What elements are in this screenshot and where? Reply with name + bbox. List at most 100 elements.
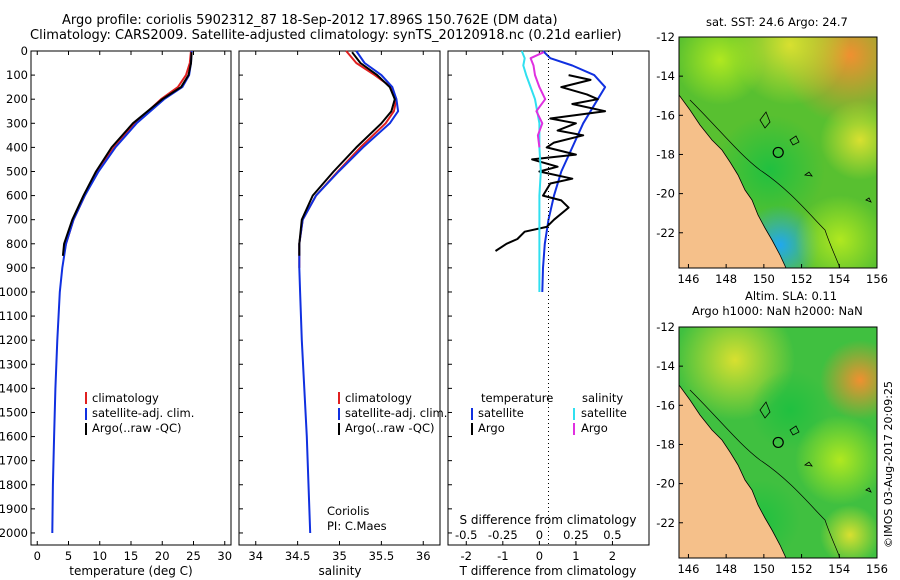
x-tick-label: 1 [572,549,579,563]
lat-tick-label: -22 [656,516,675,530]
x-tick-label: 34.5 [285,549,311,563]
sla-map-title-line1: Altim. SLA: 0.11 [745,289,838,303]
series-line-salinity-argo [529,51,547,148]
legend-title-salinity: salinity [582,391,623,405]
depth-tick-label: 1100 [0,309,28,323]
sla-map-frame [678,326,878,559]
lat-tick-label: -14 [656,69,675,83]
difference-x-axis: -2 -1 0 1 2 -0.5 -0.25 0 0.25 0.5 [455,51,622,563]
depth-tick-label: 1800 [0,478,28,492]
depth-tick-label: 600 [6,189,28,203]
sst-map-title: sat. SST: 24.6 Argo: 24.7 [706,15,848,29]
legend-label-t-argo: Argo [478,421,505,435]
x-tick-label: 0 [34,549,41,563]
lon-tick-label: 156 [866,562,888,576]
sla-map-title-line2: Argo h1000: NaN h2000: NaN [692,304,863,318]
argo-position-marker [772,436,784,449]
x-tick-label: 36 [416,549,431,563]
difference-legend: temperature salinity satellite Argo sate… [471,391,627,435]
lat-tick-label: -18 [656,437,675,451]
annotation-coriolis: Coriolis [327,504,369,518]
series-line-satellite-adj-clim- [298,50,400,534]
s-difference-axis-label: S difference from climatology [460,513,637,527]
s-diff-tick-label: 0 [536,528,543,542]
legend-label-argo: Argo(..raw -QC) [92,421,182,435]
x-tick-label: 10 [92,549,107,563]
depth-tick-label: 1500 [0,405,28,419]
depth-tick-label: 1200 [0,333,28,347]
depth-tick-label: 500 [6,164,28,178]
x-tick-label: -1 [497,549,508,563]
legend-label-s-satellite: satellite [581,406,627,420]
depth-tick-label: 700 [6,213,28,227]
reef-outlines [759,111,872,203]
shelf-contour [689,99,841,268]
difference-series-group [494,50,607,293]
x-tick-label: 20 [155,549,170,563]
figure-title-line1: Argo profile: coriolis 5902312_87 18-Sep… [62,13,558,28]
series-line-satellite-adj-clim- [51,50,193,534]
depth-tick-label: 200 [6,92,28,106]
x-tick-label: 35.5 [369,549,395,563]
series-line-temperature-argo [494,74,607,252]
argo-position-circle [772,436,784,449]
depth-tick-label: 0 [21,44,28,58]
lat-tick-label: -20 [656,187,675,201]
depth-tick-label: 2000 [0,526,28,540]
sla-map-axes: 146 148 150 152 154 156 -12 -14 -16 -18 -20 -22 [656,320,888,576]
s-diff-tick-label: 0.25 [563,528,589,542]
s-diff-tick-label: -0.25 [488,528,518,542]
figure-title-line2: Climatology: CARS2009. Satellite-adjuste… [30,28,622,43]
lon-tick-label: 156 [866,272,888,286]
annotation-pi: PI: C.Maes [327,519,387,533]
lon-tick-label: 152 [791,272,813,286]
lat-tick-label: -14 [656,359,675,373]
depth-tick-label: 1900 [0,502,28,516]
depth-tick-label: 1400 [0,381,28,395]
x-tick-label: -2 [461,549,472,563]
land-mass-coast [679,37,787,268]
series-line-climatology [62,50,192,257]
legend-label-satellite: satellite-adj. clim. [92,406,194,420]
sla-map [679,327,877,558]
shelf-contour [689,389,841,558]
depth-axis: 0 100 200 300 400 500 600 700 800 900 1000 1100 1200… [0,44,452,540]
lon-tick-label: 148 [715,562,737,576]
legend-label-climatology: climatology [345,391,412,405]
temperature-axis-label: temperature (deg C) [69,564,192,578]
lon-tick-label: 146 [677,272,699,286]
s-diff-tick-label: 0.5 [603,528,621,542]
x-tick-label: 5 [65,549,72,563]
sst-map-axes: 146 148 150 152 154 156 -12 -14 -16 -18 -20 -22 [656,30,888,286]
legend-label-s-argo: Argo [581,421,608,435]
series-line-salinity-satellite [520,50,542,292]
lon-tick-label: 154 [828,562,850,576]
sst-map [679,37,877,268]
lon-tick-label: 150 [753,272,775,286]
reef-outlines [759,401,872,493]
depth-tick-label: 1300 [0,357,28,371]
difference-axes-frame [447,50,650,546]
series-line-temperature-satellite [541,50,607,293]
legend-label-argo: Argo(..raw -QC) [345,421,435,435]
series-line-argo-raw-qc- [298,51,396,256]
x-tick-label: 15 [124,549,139,563]
legend-title-temperature: temperature [481,391,553,405]
lon-tick-label: 152 [791,562,813,576]
depth-tick-label: 800 [6,237,28,251]
depth-tick-label: 900 [6,261,28,275]
sst-map-frame [678,36,878,269]
lat-tick-label: -12 [656,320,675,334]
depth-tick-label: 1600 [0,430,28,444]
depth-tick-label: 1700 [0,454,28,468]
lon-tick-label: 148 [715,272,737,286]
lon-tick-label: 154 [828,272,850,286]
land-mass-coast [679,327,787,558]
salinity-series-group [298,50,400,534]
x-tick-label: 34 [248,549,263,563]
x-tick-label: 30 [217,549,232,563]
salinity-x-axis: 34 34.5 35 35.5 36 [248,51,431,563]
temperature-legend: climatology satellite-adj. clim. Argo(..… [85,391,194,435]
legend-label-climatology: climatology [92,391,159,405]
